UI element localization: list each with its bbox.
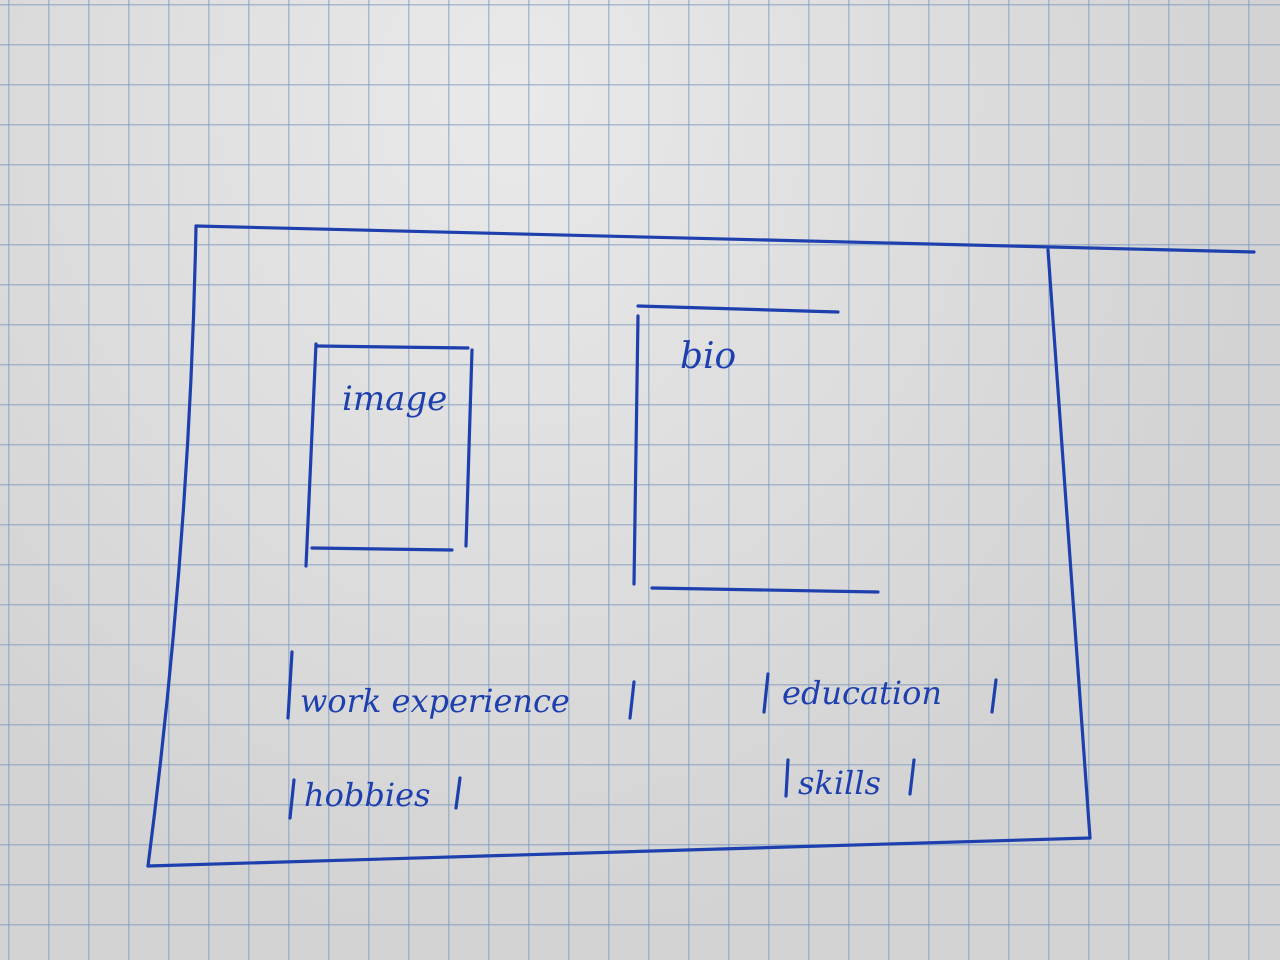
section-work-experience: work experience (286, 650, 636, 720)
hobbies-bar-right (454, 776, 462, 810)
section-skills: skills (784, 758, 916, 802)
skills-bar-right (908, 758, 916, 796)
page-frame (146, 224, 1256, 868)
frame-left-line (146, 224, 198, 868)
bio-box: bio (632, 304, 880, 594)
frame-top-line (194, 224, 1256, 254)
frame-bottom-line (146, 836, 1092, 868)
bio-box-label: bio (680, 336, 736, 377)
bio-box-bottom (650, 586, 880, 594)
frame-right-line (1046, 248, 1092, 840)
section-education: education (762, 672, 998, 714)
bio-box-top (636, 304, 840, 314)
work-experience-bar-right (628, 680, 636, 720)
work-experience-label: work experience (300, 682, 570, 720)
bio-box-left (632, 314, 640, 586)
image-box-left (304, 342, 318, 568)
image-box-top (316, 344, 470, 350)
work-experience-bar-left (286, 650, 294, 720)
education-bar-right (990, 678, 998, 714)
education-bar-left (762, 672, 770, 714)
education-label: education (782, 674, 942, 712)
image-box-label: image (342, 379, 447, 419)
hobbies-bar-left (288, 778, 296, 820)
image-box: image (304, 342, 474, 568)
skills-bar-left (784, 758, 790, 798)
image-box-right (464, 348, 474, 548)
section-hobbies: hobbies (288, 776, 462, 820)
image-box-bottom (310, 546, 454, 552)
skills-label: skills (798, 764, 881, 802)
hobbies-label: hobbies (304, 776, 430, 814)
